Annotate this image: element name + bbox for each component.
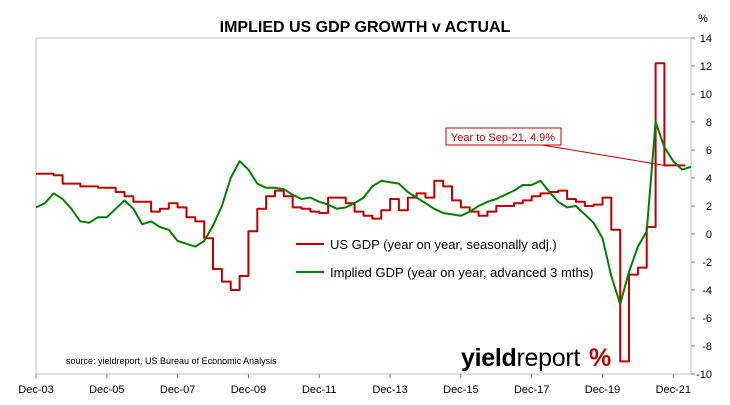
- x-tick-label: Dec-15: [443, 384, 478, 396]
- legend: US GDP (year on year, seasonally adj.) I…: [296, 237, 594, 280]
- x-tick-label: Dec-13: [372, 384, 407, 396]
- annotation: Year to Sep-21, 4.9%: [445, 127, 665, 166]
- y-tick-label: 4: [706, 173, 712, 185]
- x-tick-label: Dec-19: [585, 384, 620, 396]
- legend-label-us-gdp: US GDP (year on year, seasonally adj.): [330, 237, 557, 252]
- chart-title: IMPLIED US GDP GROWTH v ACTUAL: [220, 19, 511, 36]
- annotation-text: Year to Sep-21, 4.9%: [451, 132, 555, 144]
- y-tick-label: -2: [702, 257, 712, 269]
- source-note: source: yieldreport, US Bureau of Econom…: [66, 356, 277, 366]
- x-tick-label: Dec-17: [514, 384, 549, 396]
- logo-text-bold: yield: [461, 344, 516, 372]
- x-axis: Dec-03 Dec-05 Dec-07 Dec-09 Dec-11 Dec-13 Dec-…: [18, 374, 691, 396]
- y-tick-label: -8: [702, 341, 712, 353]
- y-axis-unit: %: [698, 13, 708, 25]
- x-tick-label: Dec-11: [302, 384, 337, 396]
- y-tick-label: 8: [706, 117, 712, 129]
- logo-percent-symbol: %: [589, 344, 611, 372]
- y-axis: -10 -8 -6 -4 -2 0 2 4 6 8 10 12 14: [691, 33, 712, 381]
- annotation-leader-line: [541, 144, 665, 166]
- y-tick-label: 14: [700, 33, 712, 45]
- y-tick-label: 10: [700, 89, 712, 101]
- y-tick-label: 6: [706, 145, 712, 157]
- x-tick-label: Dec-07: [160, 384, 195, 396]
- series-line-us-gdp: [36, 62, 686, 363]
- series-layer: [35, 62, 692, 363]
- svg-text:yieldreport: yieldreport: [461, 344, 580, 372]
- y-tick-label: 2: [706, 201, 712, 213]
- x-tick-label: Dec-09: [231, 384, 266, 396]
- annotation-box: [445, 127, 562, 146]
- y-tick-label: -6: [702, 313, 712, 325]
- x-tick-label: Dec-03: [18, 384, 53, 396]
- y-tick-label: -4: [702, 285, 712, 297]
- y-tick-label: 0: [706, 229, 712, 241]
- logo-text-light: report: [516, 344, 580, 372]
- yieldreport-logo: yieldreport %: [461, 344, 611, 372]
- x-tick-label: Dec-05: [89, 384, 124, 396]
- legend-label-implied-gdp: Implied GDP (year on year, advanced 3 mt…: [330, 265, 594, 280]
- y-tick-label: -10: [696, 369, 712, 381]
- series-line-implied-gdp: [35, 121, 692, 305]
- y-tick-label: 12: [700, 61, 712, 73]
- x-tick-label: Dec-21: [656, 384, 691, 396]
